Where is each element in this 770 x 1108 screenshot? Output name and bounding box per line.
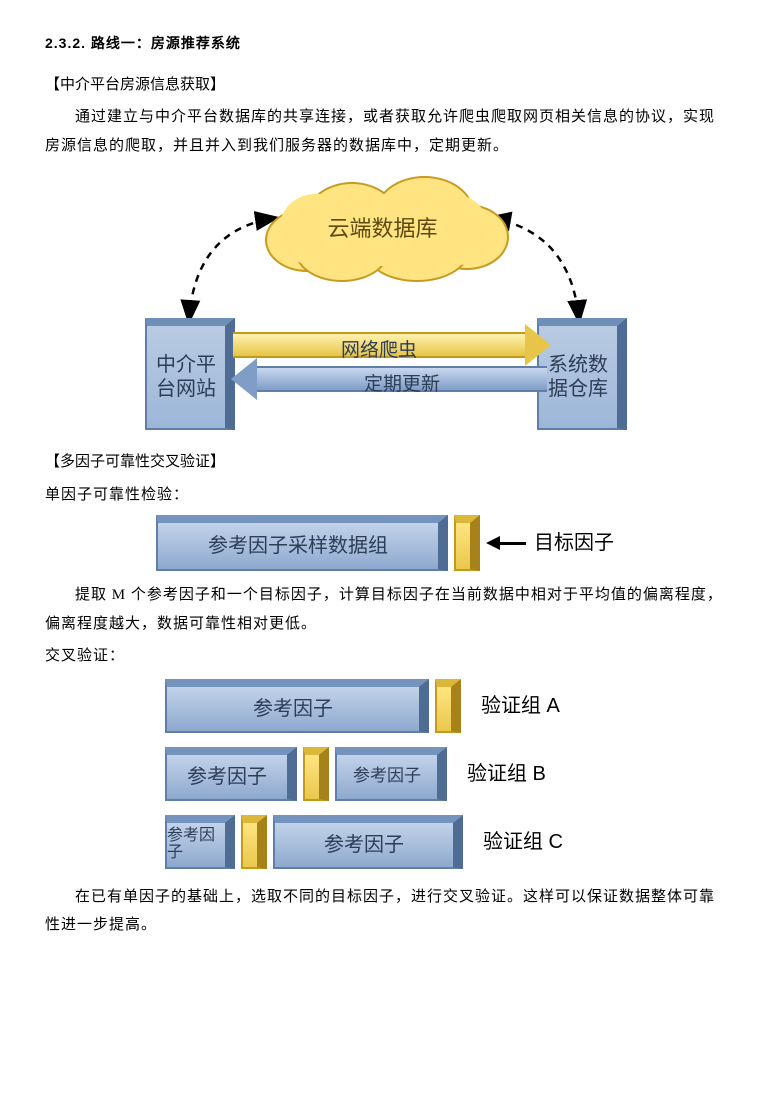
node-intermediary-site: 中介平台网站 [145,318,235,430]
arrow-update-head [231,358,257,400]
row-a-target-chip [435,679,461,733]
arrow-update-label: 定期更新 [257,367,547,403]
diagram-cross-validation: 参考因子 验证组 A 参考因子 参考因子 验证组 B 参考因子 参考因子 验证组… [125,679,645,869]
section-heading: 2.3.2. 路线一：房源推荐系统 [45,30,725,57]
row-b-reference-right: 参考因子 [335,747,447,801]
subsection-a-paragraph: 通过建立与中介平台数据库的共享连接，或者获取允许爬虫爬取网页相关信息的协议，实现… [45,103,725,160]
row-b-target-chip [303,747,329,801]
validation-row-a: 参考因子 验证组 A [125,679,645,733]
row-a-reference: 参考因子 [165,679,429,733]
row-c-label: 验证组 C [483,823,563,861]
arrow-crawler: 网络爬虫 [233,332,525,358]
subsection-b-title: 【多因子可靠性交叉验证】 [45,448,725,477]
arrow-crawler-head [525,324,551,366]
arrow-left-icon [486,536,500,550]
cloud-node: 云端数据库 [255,170,510,285]
node-left-label: 中介平台网站 [147,353,225,401]
single-factor-label: 单因子可靠性检验： [45,481,725,510]
single-factor-paragraph: 提取 M 个参考因子和一个目标因子，计算目标因子在当前数据中相对于平均值的偏离程… [45,581,725,638]
reference-sample-block: 参考因子采样数据组 [156,515,448,571]
row-b-reference-left: 参考因子 [165,747,297,801]
diagram-single-factor: 参考因子采样数据组 目标因子 [125,515,645,571]
cross-validation-label: 交叉验证： [45,642,725,671]
row-c-target-chip [241,815,267,869]
arrow-crawler-label: 网络爬虫 [233,333,525,369]
cloud-label: 云端数据库 [255,208,510,250]
validation-row-b: 参考因子 参考因子 验证组 B [125,747,645,801]
row-b-label: 验证组 B [467,755,546,793]
row-a-label: 验证组 A [481,687,560,725]
cross-validation-conclusion: 在已有单因子的基础上，选取不同的目标因子，进行交叉验证。这样可以保证数据整体可靠… [45,883,725,940]
validation-row-c: 参考因子 参考因子 验证组 C [125,815,645,869]
arrow-stem [500,542,526,545]
row-c-reference-right: 参考因子 [273,815,463,869]
subsection-a-title: 【中介平台房源信息获取】 [45,71,725,100]
target-factor-label: 目标因子 [534,524,614,562]
target-factor-chip [454,515,480,571]
arrow-update: 定期更新 [257,366,547,392]
diagram-cloud-sync: 云端数据库 中介平台网站 系统数据仓库 网络爬虫 定期更新 [125,170,645,440]
row-c-reference-left: 参考因子 [165,815,235,869]
target-factor-pointer: 目标因子 [486,524,614,562]
